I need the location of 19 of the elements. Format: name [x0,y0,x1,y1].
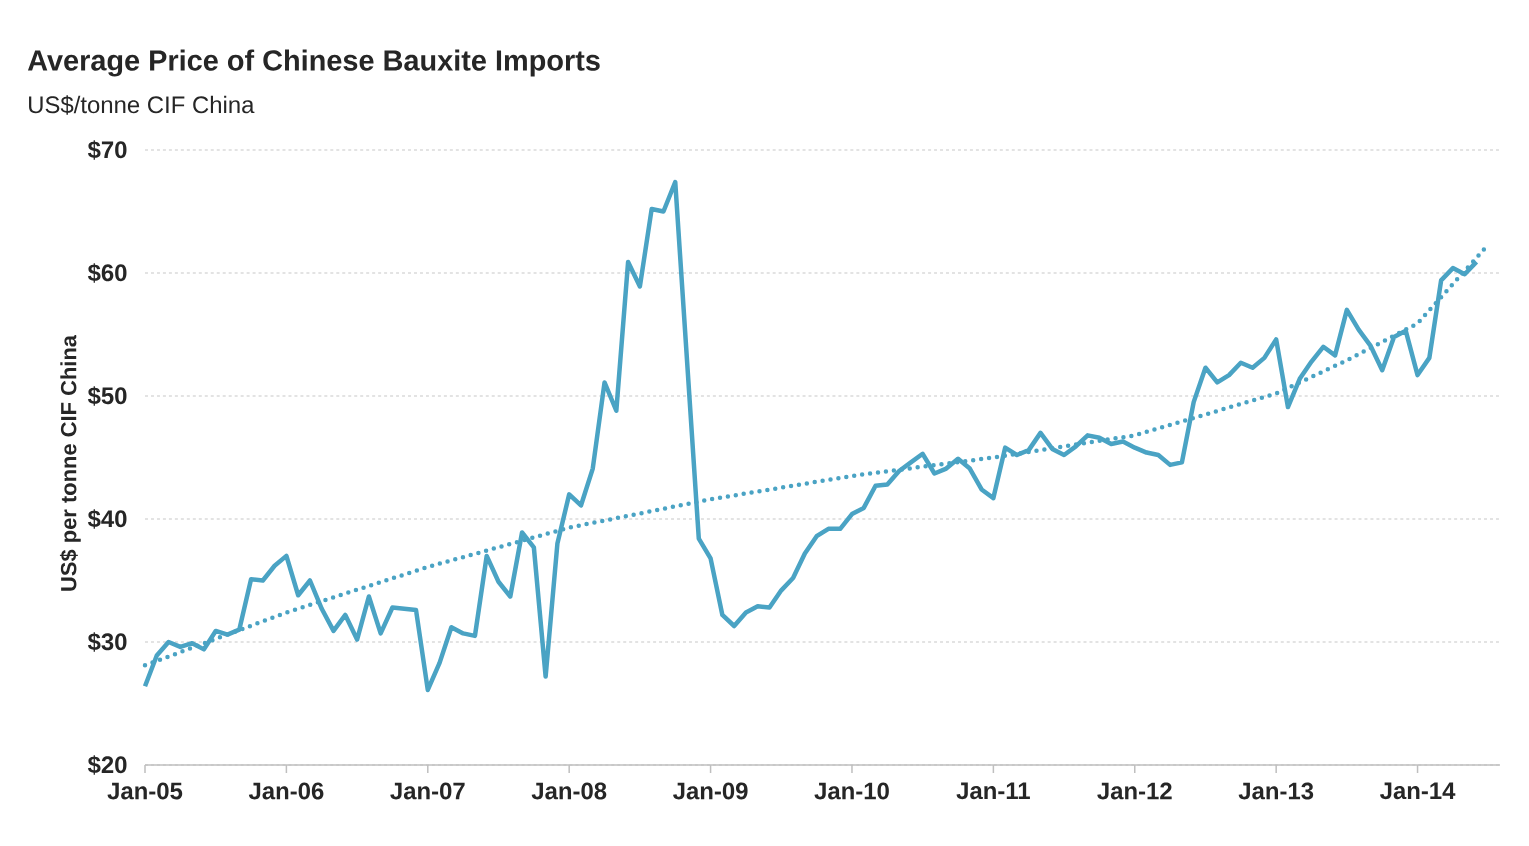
y-tick-label: $70 [87,140,127,160]
y-tick-label: $60 [87,263,127,283]
chart-subtitle: US$/tonne CIF China [29,95,255,115]
chart-title: Average Price of Chinese Bauxite Imports [27,49,600,77]
x-tick-label: Jan-09 [673,782,748,800]
y-tick-label: $20 [87,755,127,775]
x-tick-label: Jan-13 [1238,782,1314,800]
y-axis-title: US$ per tonne CIF China [59,334,81,591]
x-tick-label: Jan-14 [1380,782,1456,800]
y-tick-label: $40 [87,509,127,529]
x-tick-label: Jan-11 [956,782,1030,800]
x-tick-label: Jan-05 [107,782,183,800]
x-tick-label: Jan-10 [814,782,889,800]
x-tick-label: Jan-08 [531,782,607,800]
y-tick-label: $30 [87,632,127,652]
x-tick-label: Jan-07 [390,782,465,800]
x-tick-label: Jan-06 [248,782,324,800]
x-tick-label: Jan-12 [1097,782,1172,800]
y-tick-label: $50 [87,386,127,406]
